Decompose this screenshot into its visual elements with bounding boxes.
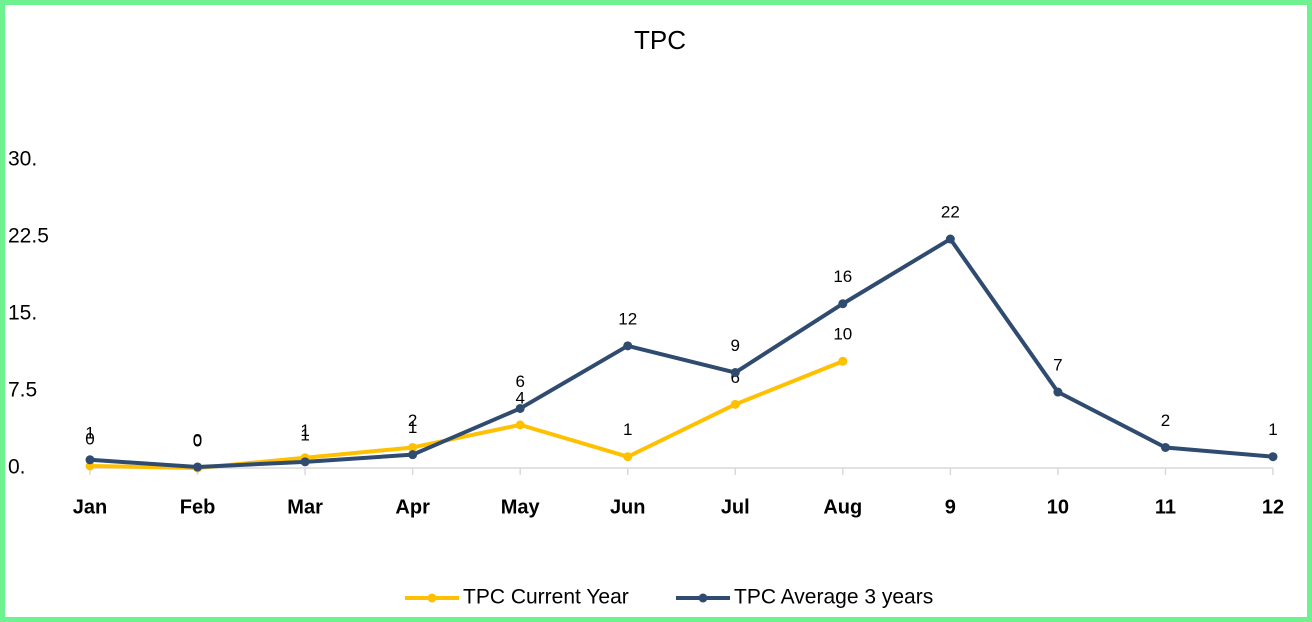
x-tick-label: May xyxy=(501,496,541,518)
data-label: 6 xyxy=(515,372,524,391)
data-label: 9 xyxy=(731,336,740,355)
data-point xyxy=(85,461,95,471)
x-tick-label: Mar xyxy=(287,496,323,518)
legend-label: TPC Current Year xyxy=(463,586,629,609)
chart-title: TPC xyxy=(634,25,686,55)
data-label: 1 xyxy=(300,421,309,440)
x-tick-label: Jul xyxy=(721,496,750,518)
data-point xyxy=(408,442,418,452)
data-point xyxy=(1053,387,1063,397)
data-label: 22 xyxy=(941,203,960,222)
data-point xyxy=(1160,442,1170,452)
data-point xyxy=(945,234,955,244)
y-tick-label: 7.5 xyxy=(8,379,37,402)
y-tick-label: 22.5 xyxy=(8,225,49,248)
data-label: 0 xyxy=(193,431,202,450)
x-tick-label: Jan xyxy=(73,496,107,518)
data-point xyxy=(838,299,848,309)
y-tick-label: 15. xyxy=(8,302,37,325)
series-line xyxy=(89,237,1274,469)
x-tick-label: 12 xyxy=(1262,496,1284,518)
x-tick-label: Apr xyxy=(395,496,430,518)
data-label: 2 xyxy=(1161,411,1170,430)
data-label: 1 xyxy=(1268,420,1277,439)
data-label: 7 xyxy=(1053,356,1062,375)
data-label: 4 xyxy=(515,388,524,407)
data-point xyxy=(515,403,525,413)
x-tick-label: 11 xyxy=(1155,496,1176,518)
data-label: 0 xyxy=(85,429,94,448)
data-point xyxy=(730,368,740,378)
data-point xyxy=(838,356,848,366)
data-point xyxy=(515,420,525,430)
data-label: 6 xyxy=(731,368,740,387)
data-point xyxy=(300,457,310,467)
x-tick-label: 9 xyxy=(945,496,956,518)
data-label: 1 xyxy=(85,423,94,442)
data-point xyxy=(193,462,203,472)
data-label: 1 xyxy=(623,420,632,439)
data-point xyxy=(1268,452,1278,462)
legend-label: TPC Average 3 years xyxy=(734,586,933,609)
data-label: 1 xyxy=(408,418,417,437)
legend-marker xyxy=(698,593,708,603)
data-point xyxy=(623,341,633,351)
y-tick-label: 0. xyxy=(8,456,26,479)
data-label: 0 xyxy=(193,430,202,449)
data-point xyxy=(730,399,740,409)
data-point xyxy=(85,455,95,465)
data-label: 2 xyxy=(408,411,417,430)
x-tick-label: Jun xyxy=(610,496,646,518)
data-label: 10 xyxy=(833,325,852,344)
legend-marker xyxy=(427,593,437,603)
data-point xyxy=(408,450,418,460)
x-tick-label: Feb xyxy=(180,496,216,518)
data-label: 12 xyxy=(618,309,637,328)
x-tick-label: 10 xyxy=(1047,496,1069,518)
x-tick-label: Aug xyxy=(823,496,862,518)
data-label: 16 xyxy=(833,267,852,286)
y-tick-label: 30. xyxy=(8,148,37,171)
data-label: 1 xyxy=(300,425,309,444)
data-point xyxy=(623,452,633,462)
